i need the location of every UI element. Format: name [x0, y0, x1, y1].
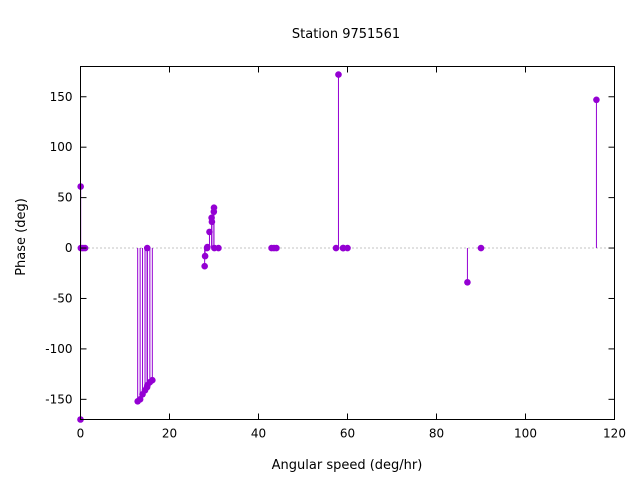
- x-tick-label: 120: [603, 427, 626, 441]
- plot-area: [77, 71, 615, 423]
- data-point: [344, 244, 351, 252]
- data-point: [215, 244, 222, 252]
- data-point: [477, 244, 485, 252]
- data-point: [201, 252, 209, 260]
- data-point: [201, 262, 208, 270]
- y-tick-label: 50: [57, 191, 72, 205]
- y-tick-label: 100: [50, 140, 73, 154]
- x-tick-label: 20: [162, 427, 177, 441]
- x-tick-label: 60: [340, 427, 355, 441]
- y-tick-label: -100: [45, 342, 72, 356]
- y-tick-label: -150: [45, 392, 72, 406]
- y-tick-label: 0: [65, 241, 73, 255]
- x-tick-label: 40: [251, 427, 266, 441]
- x-tick-label: 0: [77, 427, 85, 441]
- data-point: [593, 96, 600, 104]
- data-point: [210, 204, 218, 211]
- x-tick-label: 80: [429, 427, 444, 441]
- data-point: [273, 244, 280, 252]
- x-tick-label: 100: [514, 427, 537, 441]
- data-point: [335, 71, 342, 78]
- y-tick-label: -50: [53, 291, 73, 305]
- y-tick-label: 150: [50, 90, 73, 104]
- data-point: [464, 279, 471, 286]
- axes: 0 20 40 60 80 100 120 -150 -100 -50 0 50 100 150: [45, 66, 626, 441]
- plot-frame: [80, 66, 615, 420]
- y-axis-label: Phase (deg): [14, 198, 29, 276]
- data-point: [149, 376, 156, 384]
- data-point: [332, 244, 340, 252]
- chart-title: Station 9751561: [292, 27, 400, 42]
- data-point: [136, 396, 144, 403]
- x-axis-label: Angular speed (deg/hr): [272, 458, 423, 473]
